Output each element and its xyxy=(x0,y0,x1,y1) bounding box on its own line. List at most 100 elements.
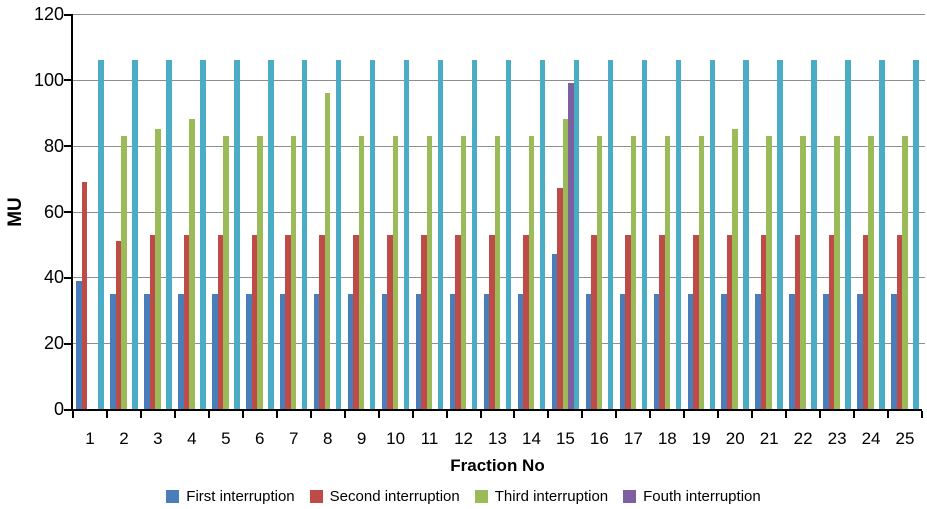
x-axis-tick xyxy=(751,411,754,418)
bar xyxy=(392,135,399,409)
bar xyxy=(471,60,478,409)
bar xyxy=(828,234,835,409)
x-axis-tick xyxy=(921,411,923,418)
bar xyxy=(591,234,597,409)
bar xyxy=(523,234,529,409)
bar xyxy=(862,234,869,409)
bar xyxy=(223,135,229,409)
x-tick-label: 1 xyxy=(85,429,95,448)
bar xyxy=(200,60,206,409)
y-tick-label: 120 xyxy=(33,4,64,24)
x-tick-label: 13 xyxy=(488,429,507,448)
bar xyxy=(149,234,156,409)
x-tick-label: 7 xyxy=(288,429,299,448)
bar xyxy=(557,188,563,409)
x-axis-title: Fraction No xyxy=(450,456,545,475)
y-axis-tick xyxy=(64,342,71,345)
bar xyxy=(721,293,727,409)
x-tick-label: 3 xyxy=(153,429,163,448)
bar xyxy=(290,135,297,409)
bar xyxy=(630,135,637,409)
bar xyxy=(743,60,749,409)
bar xyxy=(234,60,240,409)
bar xyxy=(760,234,767,409)
bar xyxy=(857,293,863,409)
bar xyxy=(257,135,263,409)
bar xyxy=(641,60,648,409)
bar xyxy=(726,234,733,409)
bar xyxy=(777,60,783,409)
bar xyxy=(505,60,512,409)
bar xyxy=(607,60,614,409)
bar xyxy=(709,60,715,409)
x-tick-label: 8 xyxy=(322,429,333,448)
legend-item: Second interruption xyxy=(309,488,460,505)
x-tick-label: 10 xyxy=(386,429,406,448)
bar xyxy=(823,293,829,409)
bar xyxy=(625,234,631,409)
x-tick-label: 6 xyxy=(255,429,265,448)
x-axis-tick xyxy=(819,411,822,418)
bar xyxy=(687,293,693,409)
bar xyxy=(246,293,252,409)
x-axis-tick xyxy=(241,411,244,418)
x-axis-tick xyxy=(887,411,890,418)
x-axis-tick xyxy=(785,411,788,418)
bar xyxy=(415,293,422,409)
x-tick-label: 21 xyxy=(759,429,779,448)
bar xyxy=(313,293,320,409)
x-axis-tick xyxy=(581,411,584,418)
x-axis-tick xyxy=(683,411,686,418)
bar xyxy=(891,293,897,409)
bar xyxy=(387,234,393,409)
y-axis-tick xyxy=(64,79,71,82)
bar xyxy=(653,293,660,409)
bar xyxy=(335,60,342,409)
bar xyxy=(437,60,444,409)
legend-label: Third interruption xyxy=(494,488,609,505)
legend-swatch xyxy=(166,490,180,503)
bar xyxy=(449,293,456,409)
y-axis-tick xyxy=(64,145,71,148)
bar xyxy=(217,234,224,409)
x-axis-tick xyxy=(717,411,720,418)
bar xyxy=(189,119,195,409)
gridline xyxy=(73,79,925,81)
bar xyxy=(675,60,682,409)
bar xyxy=(845,60,851,409)
bar xyxy=(268,60,274,409)
x-axis-tick xyxy=(445,411,448,418)
bar xyxy=(539,60,546,409)
bar xyxy=(183,234,190,409)
bar xyxy=(76,280,82,409)
bar xyxy=(455,234,461,409)
legend-label: Fouth interruption xyxy=(643,488,761,505)
bar xyxy=(121,135,127,409)
bar xyxy=(381,293,388,409)
bar xyxy=(811,60,817,409)
bar xyxy=(528,135,535,409)
bar xyxy=(800,135,806,409)
bar xyxy=(369,60,376,409)
x-axis-tick xyxy=(275,411,278,418)
y-tick-label: 0 xyxy=(53,399,64,419)
bar xyxy=(879,60,885,409)
bar xyxy=(568,83,574,409)
bar xyxy=(664,135,671,409)
bar xyxy=(585,293,592,409)
x-tick-label: 4 xyxy=(187,429,197,448)
bar xyxy=(834,135,840,409)
y-tick-label: 40 xyxy=(43,267,64,288)
legend: First interruption Second interruption Thi… xyxy=(0,488,927,505)
x-axis-tick xyxy=(207,411,210,418)
bar xyxy=(766,135,772,409)
bar xyxy=(659,234,665,409)
x-tick-label: 23 xyxy=(827,429,847,448)
bar xyxy=(110,293,116,409)
x-axis-tick xyxy=(139,411,142,418)
y-tick-label: 60 xyxy=(43,201,64,222)
x-tick-label: 19 xyxy=(691,429,711,448)
bar xyxy=(562,119,569,409)
y-axis-tick xyxy=(64,13,71,16)
bar xyxy=(517,293,524,409)
